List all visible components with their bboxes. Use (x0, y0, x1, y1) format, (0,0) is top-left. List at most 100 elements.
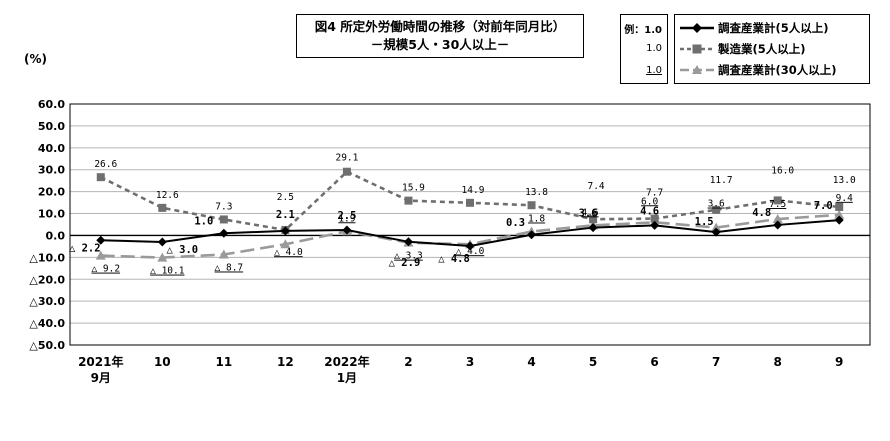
data-label-series-1: 2.1 (276, 209, 295, 221)
data-point-diamond (403, 237, 413, 247)
example-plain: 1.0 (646, 43, 662, 54)
x-tick-label: 2 (404, 355, 412, 369)
legend-swatch-triangle-icon (680, 65, 714, 74)
legend-label-series-3: 調査産業計(30人以上) (718, 63, 837, 77)
data-label-series-3: △ 4.0 (274, 247, 303, 258)
x-tick-label: 12 (277, 355, 294, 369)
y-tick-label: 50.0 (38, 120, 65, 133)
data-label-series-1: 3.6 (579, 208, 598, 220)
data-point-diamond (465, 241, 475, 251)
legend-entry-series-2: 製造業(5人以上) (679, 39, 806, 59)
data-point-diamond (834, 215, 844, 225)
data-point-triangle (157, 252, 168, 262)
label-example-box: 例：1.0 1.0 1.0 (620, 14, 668, 84)
data-point-square (219, 215, 228, 224)
data-point-square (96, 173, 105, 182)
data-point-triangle (95, 250, 106, 260)
x-tick-label: 3 (466, 355, 474, 369)
x-tick-label: 9月 (91, 371, 111, 385)
y-tick-label: 30.0 (38, 164, 65, 177)
data-label-series-2: 16.0 (771, 165, 794, 176)
y-axis-unit-label: (%) (24, 52, 47, 66)
y-tick-label: △40.0 (29, 317, 65, 330)
data-point-triangle (218, 249, 229, 259)
data-label-series-1: △ 2.9 (389, 257, 421, 269)
data-label-series-2: 7.4 (587, 181, 604, 192)
data-label-series-1: 0.3 (506, 217, 525, 229)
data-label-series-3: 1.9 (338, 213, 355, 224)
data-point-square (589, 215, 598, 224)
data-label-series-3: 3.6 (708, 199, 725, 210)
data-label-series-3: 9.4 (836, 193, 853, 204)
data-label-series-3: △ 4.0 (456, 246, 485, 257)
data-point-diamond (96, 235, 106, 245)
data-point-diamond (711, 227, 721, 237)
data-label-series-2: 12.6 (156, 190, 179, 201)
data-point-triangle (280, 239, 291, 249)
data-label-series-1: △ 2.2 (69, 242, 101, 254)
data-label-series-3: 1.8 (528, 214, 545, 225)
data-label-series-3: △ 8.7 (215, 263, 244, 274)
data-point-diamond (342, 225, 352, 235)
data-point-square (466, 198, 474, 207)
legend-swatch-diamond-icon (680, 23, 714, 33)
chart-title: 図4 所定外労働時間の推移（対前年同月比） (314, 19, 566, 34)
y-tick-label: 40.0 (38, 142, 65, 155)
chart-subtitle: －規模5人・30人以上－ (370, 37, 510, 52)
x-tick-label: 4 (527, 355, 535, 369)
data-label-series-3: 4.6 (581, 207, 598, 218)
y-tick-label: △50.0 (29, 339, 65, 352)
x-tick-label: 10 (154, 355, 171, 369)
x-tick-label: 6 (650, 355, 658, 369)
data-point-square (158, 203, 167, 212)
data-label-series-3: 7.5 (769, 199, 786, 210)
data-label-series-2: 14.9 (462, 185, 485, 196)
chart-legend: 調査産業計(5人以上) 製造業(5人以上) 調査産業計(30人以上) (674, 14, 870, 84)
data-point-square (404, 196, 413, 205)
data-point-triangle (834, 209, 845, 219)
data-point-diamond (588, 223, 598, 233)
data-label-series-3: △ 3.3 (394, 251, 423, 262)
data-point-square (650, 214, 659, 223)
y-tick-label: 10.0 (38, 208, 65, 221)
legend-swatch-square-icon (680, 44, 714, 54)
data-point-square (527, 201, 536, 210)
chart-title-box: 図4 所定外労働時間の推移（対前年同月比） －規模5人・30人以上－ (296, 14, 584, 58)
legend-label-series-2: 製造業(5人以上) (718, 42, 806, 56)
y-tick-label: 60.0 (38, 98, 65, 111)
data-point-diamond (219, 228, 229, 238)
data-label-series-2: 13.0 (833, 175, 856, 186)
data-label-series-1: △ 3.0 (167, 244, 199, 256)
data-label-series-2: 26.6 (94, 159, 117, 170)
data-point-diamond (527, 230, 537, 240)
plot-area-border (69, 103, 871, 346)
legend-entry-series-1: 調査産業計(5人以上) (679, 18, 829, 38)
data-label-series-2: 7.7 (646, 188, 663, 199)
data-label-series-2: 15.9 (402, 183, 425, 194)
y-tick-label: △20.0 (29, 273, 65, 286)
data-label-series-3: △ 9.2 (91, 264, 120, 275)
data-label-series-2: 7.3 (215, 201, 232, 212)
data-label-series-3: 6.0 (641, 196, 658, 207)
data-point-diamond (280, 226, 290, 236)
data-point-triangle (772, 214, 783, 224)
y-tick-label: △10.0 (29, 251, 65, 264)
data-label-series-1: 7.0 (814, 200, 833, 212)
x-tick-label: 11 (215, 355, 232, 369)
data-point-square (342, 167, 351, 176)
data-point-diamond (773, 220, 783, 230)
y-tick-label: 20.0 (38, 186, 65, 199)
data-point-square (773, 196, 782, 205)
data-label-series-1: 1.0 (194, 215, 213, 227)
data-point-diamond (650, 220, 660, 230)
data-label-series-2: 29.1 (335, 153, 358, 164)
x-tick-label: 5 (589, 355, 597, 369)
data-point-square (712, 205, 721, 214)
data-label-series-1: 4.8 (752, 207, 771, 219)
data-label-series-1: 2.5 (337, 210, 356, 222)
x-tick-label: 7 (712, 355, 720, 369)
data-label-series-2: 13.8 (525, 187, 548, 198)
x-tick-label: 1月 (337, 371, 357, 385)
data-point-square (835, 202, 844, 211)
